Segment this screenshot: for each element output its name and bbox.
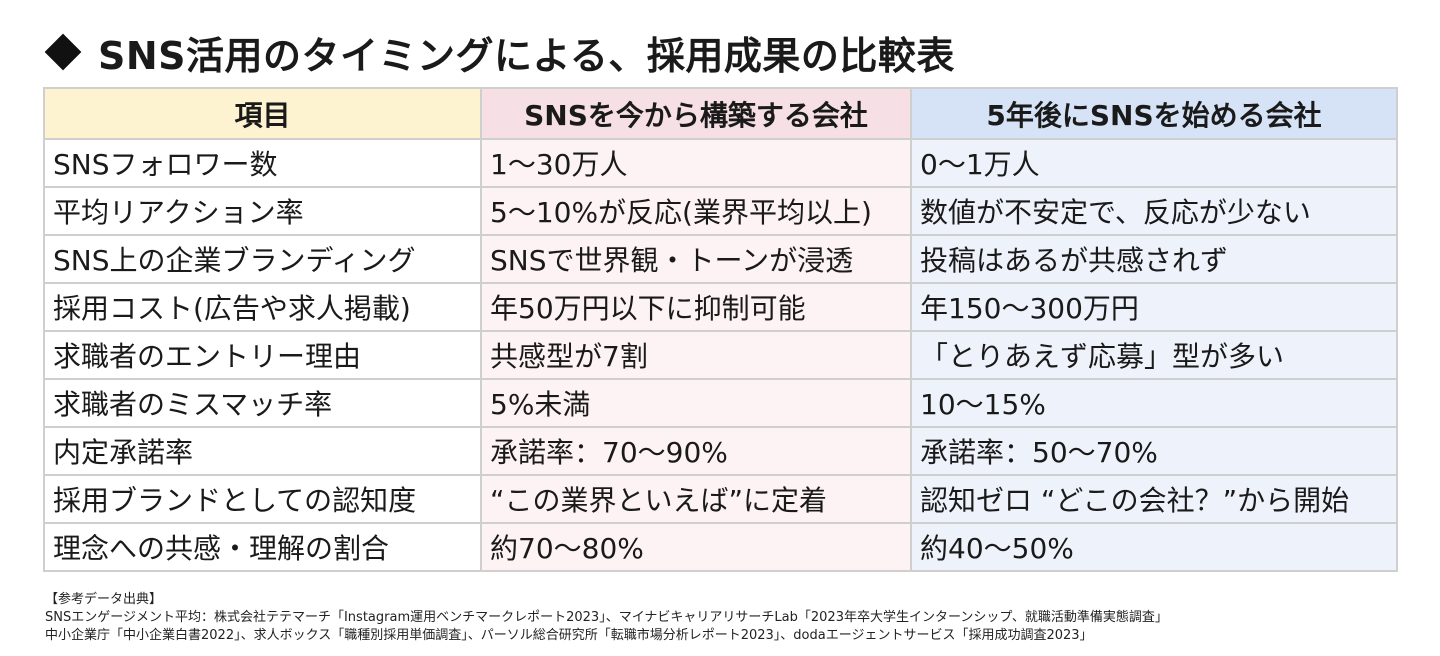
row-start-later-cell: 0〜1万人 bbox=[910, 138, 1398, 188]
table-row: 採用ブランドとしての認知度 “この業界といえば”に定着 認知ゼロ “どこの会社？… bbox=[43, 474, 1398, 524]
row-build-now-cell: SNSで世界観・トーンが浸透 bbox=[480, 234, 912, 284]
table-row: 理念への共感・理解の割合 約70〜80% 約40〜50% bbox=[43, 522, 1398, 572]
row-item-cell: SNS上の企業ブランディング bbox=[43, 234, 482, 284]
header-start-later: 5年後にSNSを始める会社 bbox=[910, 87, 1398, 140]
table-row: 採用コスト(広告や求人掲載) 年50万円以下に抑制可能 年150〜300万円 bbox=[43, 282, 1398, 332]
comparison-table: 項目 SNSを今から構築する会社 5年後にSNSを始める会社 SNSフォロワー数… bbox=[43, 87, 1398, 572]
row-start-later-cell: 約40〜50% bbox=[910, 522, 1398, 572]
page-title-text: SNS活用のタイミングによる、採用成果の比較表 bbox=[98, 33, 955, 78]
row-item-cell: 理念への共感・理解の割合 bbox=[43, 522, 482, 572]
table-row: SNS上の企業ブランディング SNSで世界観・トーンが浸透 投稿はあるが共感され… bbox=[43, 234, 1398, 284]
table-row: 平均リアクション率 5〜10%が反応(業界平均以上) 数値が不安定で、反応が少な… bbox=[43, 186, 1398, 236]
table-row: SNSフォロワー数 1〜30万人 0〜1万人 bbox=[43, 138, 1398, 188]
row-build-now-cell: 1〜30万人 bbox=[480, 138, 912, 188]
row-start-later-cell: 10〜15% bbox=[910, 378, 1398, 428]
source-heading: 【参考データ出典】 bbox=[45, 592, 163, 607]
row-item-cell: 採用ブランドとしての認知度 bbox=[43, 474, 482, 524]
row-build-now-cell: 約70〜80% bbox=[480, 522, 912, 572]
row-item-cell: SNSフォロワー数 bbox=[43, 138, 482, 188]
source-line: SNSエンゲージメント平均：株式会社テテマーチ「Instagram運用ベンチマー… bbox=[45, 610, 1168, 625]
diamond-bullet-icon bbox=[44, 33, 82, 71]
row-build-now-cell: “この業界といえば”に定着 bbox=[480, 474, 912, 524]
row-item-cell: 求職者のエントリー理由 bbox=[43, 330, 482, 380]
row-build-now-cell: 承諾率：70〜90% bbox=[480, 426, 912, 476]
row-start-later-cell: 承諾率：50〜70% bbox=[910, 426, 1398, 476]
row-build-now-cell: 5〜10%が反応(業界平均以上) bbox=[480, 186, 912, 236]
table-row: 求職者のミスマッチ率 5%未満 10〜15% bbox=[43, 378, 1398, 428]
row-item-cell: 内定承諾率 bbox=[43, 426, 482, 476]
row-start-later-cell: 数値が不安定で、反応が少ない bbox=[910, 186, 1398, 236]
row-build-now-cell: 共感型が7割 bbox=[480, 330, 912, 380]
row-item-cell: 平均リアクション率 bbox=[43, 186, 482, 236]
row-start-later-cell: 認知ゼロ “どこの会社？”から開始 bbox=[910, 474, 1398, 524]
row-build-now-cell: 年50万円以下に抑制可能 bbox=[480, 282, 912, 332]
header-item: 項目 bbox=[43, 87, 482, 140]
table-row: 内定承諾率 承諾率：70〜90% 承諾率：50〜70% bbox=[43, 426, 1398, 476]
row-item-cell: 採用コスト(広告や求人掲載) bbox=[43, 282, 482, 332]
table-row: 求職者のエントリー理由 共感型が7割 「とりあえず応募」型が多い bbox=[43, 330, 1398, 380]
row-start-later-cell: 投稿はあるが共感されず bbox=[910, 234, 1398, 284]
table-header-row: 項目 SNSを今から構築する会社 5年後にSNSを始める会社 bbox=[43, 87, 1398, 140]
row-start-later-cell: 「とりあえず応募」型が多い bbox=[910, 330, 1398, 380]
page-title: SNS活用のタイミングによる、採用成果の比較表 bbox=[40, 22, 955, 82]
row-build-now-cell: 5%未満 bbox=[480, 378, 912, 428]
header-build-now: SNSを今から構築する会社 bbox=[480, 87, 912, 140]
source-line: 中小企業庁「中小企業白書2022」、求人ボックス「職種別採用単価調査」、パーソル… bbox=[45, 628, 1093, 643]
source-notes: 【参考データ出典】 SNSエンゲージメント平均：株式会社テテマーチ「Instag… bbox=[45, 591, 1168, 645]
row-item-cell: 求職者のミスマッチ率 bbox=[43, 378, 482, 428]
row-start-later-cell: 年150〜300万円 bbox=[910, 282, 1398, 332]
